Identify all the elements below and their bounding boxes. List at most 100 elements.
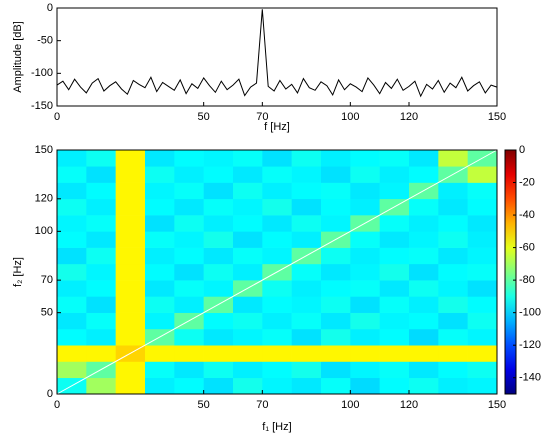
heat-cell [291,280,322,297]
heat-cell [291,312,322,330]
heat-cell [203,182,234,200]
heat-cell [233,345,263,362]
heat-cell [262,231,292,248]
heat-cell [379,296,410,313]
heat-cell [409,377,439,395]
x-tick-label: 150 [488,111,506,123]
heat-cell [86,166,116,183]
heat-cell [409,328,439,346]
colorbar-tick-label: -40 [519,209,535,221]
heat-cell [86,345,116,362]
heat-cell [262,198,292,216]
heat-cell [115,377,146,395]
heat-cell [57,328,87,346]
x-tick-label: 70 [256,399,268,411]
plot-frame [56,7,498,107]
heat-cell [174,280,204,297]
heat-cell [86,150,116,167]
heat-cell [321,280,351,297]
heat-cell [262,166,292,183]
heat-cell [233,215,263,232]
heat-cell [115,361,146,379]
heat-cell [203,312,234,330]
heat-cell [379,361,410,379]
heat-cell [86,215,116,232]
heat-cell [409,150,439,167]
heat-cell [115,182,146,200]
heat-cell [174,247,204,265]
heat-cell [379,280,410,297]
heat-cell [291,215,322,232]
heat-cell [291,377,322,395]
heat-cell [203,345,234,362]
heat-cell [438,215,468,232]
heat-cell [174,198,204,216]
heat-cell [291,361,322,379]
heat-cell [438,296,468,313]
heat-cell [350,150,380,167]
heat-cell [115,231,146,248]
heat-cell [321,296,351,313]
heat-cell [233,247,263,265]
heat-cell [409,296,439,313]
heat-cell [86,263,116,281]
heat-cell [57,312,87,330]
heat-cell [115,166,146,183]
colorbar-tick-label: -120 [519,339,541,351]
x-tick-label: 70 [256,111,268,123]
heat-cell [350,345,380,362]
x-axis-label: f₁ [Hz] [262,421,291,433]
heat-cell [115,328,146,346]
heat-cell [115,247,146,265]
heat-cell [379,377,410,395]
heat-cell [174,166,204,183]
heat-cell [57,215,87,232]
heat-cell [467,361,498,379]
heat-cell [145,182,175,200]
heat-cell [57,166,87,183]
heat-cell [174,231,204,248]
heat-cell [409,215,439,232]
heat-cell [174,263,204,281]
heat-cell [467,345,498,362]
heat-cell [57,182,87,200]
heat-cell [467,328,498,346]
heat-cell [145,215,175,232]
colorbar-tick-label: -140 [519,372,541,384]
colorbar-tick-label: -100 [519,307,541,319]
heat-cell [57,280,87,297]
y-axis-label: f₂ [Hz] [12,257,24,287]
heat-cell [467,312,498,330]
heat-cell [233,231,263,248]
heat-cell [86,312,116,330]
heat-cell [350,312,380,330]
heat-cell [57,361,87,379]
heat-cell [174,182,204,200]
y-tick-label: 0 [47,388,53,400]
heat-cell [379,263,410,281]
heat-cell [350,328,380,346]
heat-cell [409,361,439,379]
heat-cell [86,377,116,395]
heat-cell [57,150,87,167]
heat-cell [438,247,468,265]
heat-cell [115,296,146,313]
heat-cell [174,328,204,346]
heat-cell [379,150,410,167]
heat-cell [203,231,234,248]
x-tick-label: 100 [341,111,359,123]
heat-cell [467,263,498,281]
heat-cell [379,312,410,330]
heat-cell [233,361,263,379]
heat-cell [321,377,351,395]
heat-cell [145,247,175,265]
heat-cell [438,361,468,379]
heat-cell [203,215,234,232]
heat-cell [203,150,234,167]
heat-cell [203,361,234,379]
heat-cell [86,231,116,248]
colorbar [504,149,517,395]
heat-cell [321,247,351,265]
heat-cell [174,361,204,379]
heat-cell [262,280,292,297]
